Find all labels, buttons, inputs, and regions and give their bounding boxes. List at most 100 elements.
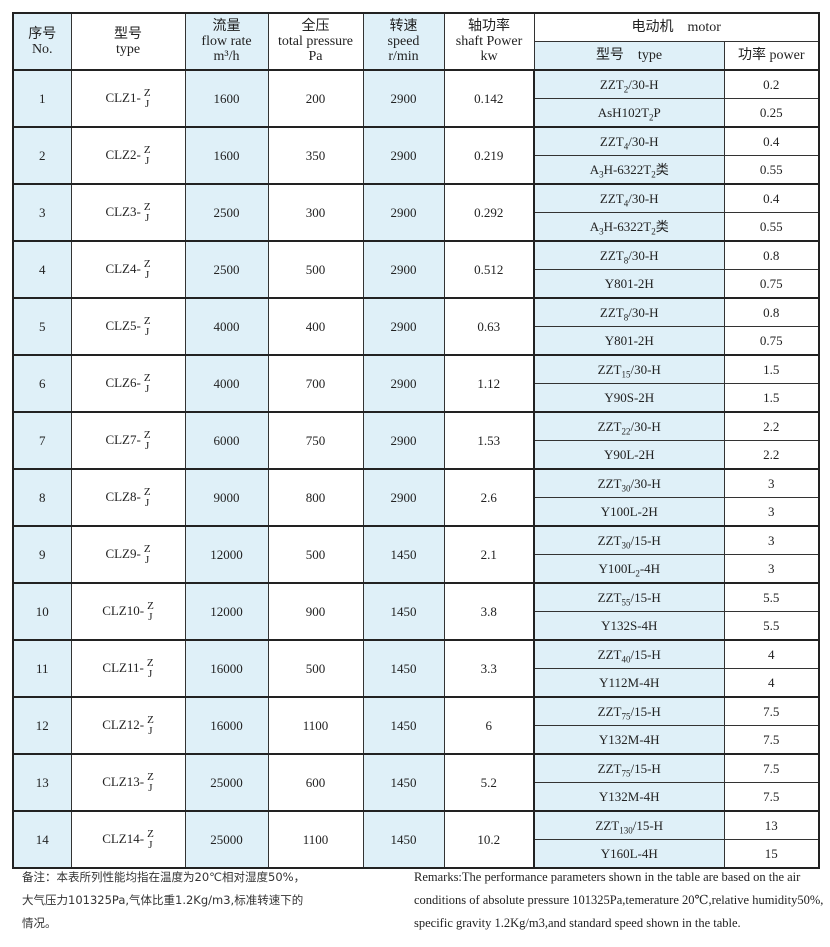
header-motor: 电动机 motor [533, 12, 820, 42]
table-row: 10 CLZ10- Z J 12000 900 1450 3.8 ZZT55/15-… [12, 582, 820, 641]
motor-type: Y90L-2H [533, 440, 725, 470]
motor-power: 15 [723, 839, 820, 869]
row-speed: 1450 [362, 810, 445, 869]
row-model: CLZ14- Z J [70, 810, 186, 869]
row-pressure: 800 [267, 468, 364, 527]
motor-power: 1.5 [723, 354, 820, 384]
note-line: specific gravity 1.2Kg/m3,and standard s… [414, 916, 741, 930]
row-no: 10 [12, 582, 72, 641]
motor-type: Y801-2H [533, 269, 725, 299]
table-subrow: Y132M-4H 7.5 [13, 782, 820, 812]
row-model: CLZ5- Z J [70, 297, 186, 356]
row-flow: 2500 [184, 183, 269, 242]
row-no: 7 [12, 411, 72, 470]
motor-power: 7.5 [723, 725, 820, 755]
row-speed: 2900 [362, 69, 445, 128]
table-row: 2 CLZ2- Z J 1600 350 2900 0.219 ZZT4/30-H … [12, 126, 820, 185]
note-line: 备注：本表所列性能均指在温度为20℃相对湿度50%， [22, 870, 306, 884]
row-pressure: 500 [267, 525, 364, 584]
row-model: CLZ2- Z J [70, 126, 186, 185]
row-pressure: 1100 [267, 810, 364, 869]
motor-type: ZZT15/30-H [533, 354, 725, 384]
row-no: 9 [12, 525, 72, 584]
row-pressure: 1100 [267, 696, 364, 755]
note-line: conditions of absolute pressure 101325Pa… [414, 893, 824, 907]
row-pressure: 400 [267, 297, 364, 356]
motor-power: 0.2 [723, 69, 820, 99]
row-shaft-power: 1.53 [443, 411, 535, 470]
motor-power: 3 [723, 554, 820, 584]
row-shaft-power: 0.292 [443, 183, 535, 242]
row-shaft-power: 1.12 [443, 354, 535, 413]
table-row: 3 CLZ3- Z J 2500 300 2900 0.292 ZZT4/30-H … [12, 183, 820, 242]
motor-power: 0.8 [723, 297, 820, 327]
row-shaft-power: 10.2 [443, 810, 535, 869]
motor-type: ZZT8/30-H [533, 297, 725, 327]
row-model: CLZ6- Z J [70, 354, 186, 413]
row-flow: 2500 [184, 240, 269, 299]
motor-power: 4 [723, 639, 820, 669]
motor-type: AsH102T2P [533, 98, 725, 128]
motor-type: Y801-2H [533, 326, 725, 356]
row-shaft-power: 3.8 [443, 582, 535, 641]
motor-power: 4 [723, 668, 820, 698]
row-flow: 1600 [184, 126, 269, 185]
row-no: 13 [12, 753, 72, 812]
row-no: 12 [12, 696, 72, 755]
table-row: 9 CLZ9- Z J 12000 500 1450 2.1 ZZT30/15-H … [12, 525, 820, 584]
motor-power: 0.4 [723, 183, 820, 213]
row-no: 2 [12, 126, 72, 185]
row-flow: 9000 [184, 468, 269, 527]
row-pressure: 600 [267, 753, 364, 812]
table-row: 11 CLZ11- Z J 16000 500 1450 3.3 ZZT40/15-… [12, 639, 820, 698]
motor-power: 13 [723, 810, 820, 840]
performance-table: 序号 No. 型号 type 流量 flow rate m³/h 全压 total pre… [12, 12, 821, 869]
table-subrow: A3H-6322T2类 0.55 [13, 212, 820, 242]
motor-type: ZZT8/30-H [533, 240, 725, 270]
row-speed: 1450 [362, 696, 445, 755]
motor-type: Y100L2-4H [533, 554, 725, 584]
row-pressure: 300 [267, 183, 364, 242]
note-line: 情况。 [22, 916, 57, 930]
motor-power: 1.5 [723, 383, 820, 413]
row-no: 6 [12, 354, 72, 413]
motor-power: 0.55 [723, 155, 820, 185]
row-model: CLZ3- Z J [70, 183, 186, 242]
motor-type: ZZT4/30-H [533, 183, 725, 213]
row-shaft-power: 2.1 [443, 525, 535, 584]
table-row: 8 CLZ8- Z J 9000 800 2900 2.6 ZZT30/30-H 3 [12, 468, 820, 527]
row-speed: 1450 [362, 753, 445, 812]
row-pressure: 200 [267, 69, 364, 128]
header-flow: 流量 flow rate m³/h [184, 12, 269, 71]
motor-power: 2.2 [723, 440, 820, 470]
motor-type: Y132M-4H [533, 725, 725, 755]
table-row: 5 CLZ5- Z J 4000 400 2900 0.63 ZZT8/30-H 0… [12, 297, 820, 356]
motor-type: ZZT30/30-H [533, 468, 725, 498]
row-flow: 25000 [184, 810, 269, 869]
note-line: Remarks:The performance parameters shown… [414, 870, 801, 884]
row-flow: 25000 [184, 753, 269, 812]
motor-power: 0.75 [723, 269, 820, 299]
row-model: CLZ1- Z J [70, 69, 186, 128]
row-pressure: 900 [267, 582, 364, 641]
row-shaft-power: 0.219 [443, 126, 535, 185]
header-no: 序号 No. [12, 12, 72, 71]
row-speed: 2900 [362, 354, 445, 413]
motor-power: 3 [723, 468, 820, 498]
motor-type: ZZT30/15-H [533, 525, 725, 555]
motor-type: Y132M-4H [533, 782, 725, 812]
row-pressure: 350 [267, 126, 364, 185]
header-speed: 转速 speed r/min [362, 12, 445, 71]
table-row: 12 CLZ12- Z J 16000 1100 1450 6 ZZT75/15-H… [12, 696, 820, 755]
motor-type: ZZT22/30-H [533, 411, 725, 441]
motor-type: A3H-6322T2类 [533, 212, 725, 242]
table-row: 13 CLZ13- Z J 25000 600 1450 5.2 ZZT75/15-… [12, 753, 820, 812]
row-model: CLZ8- Z J [70, 468, 186, 527]
motor-power: 2.2 [723, 411, 820, 441]
table-subrow: Y90L-2H 2.2 [13, 440, 820, 470]
